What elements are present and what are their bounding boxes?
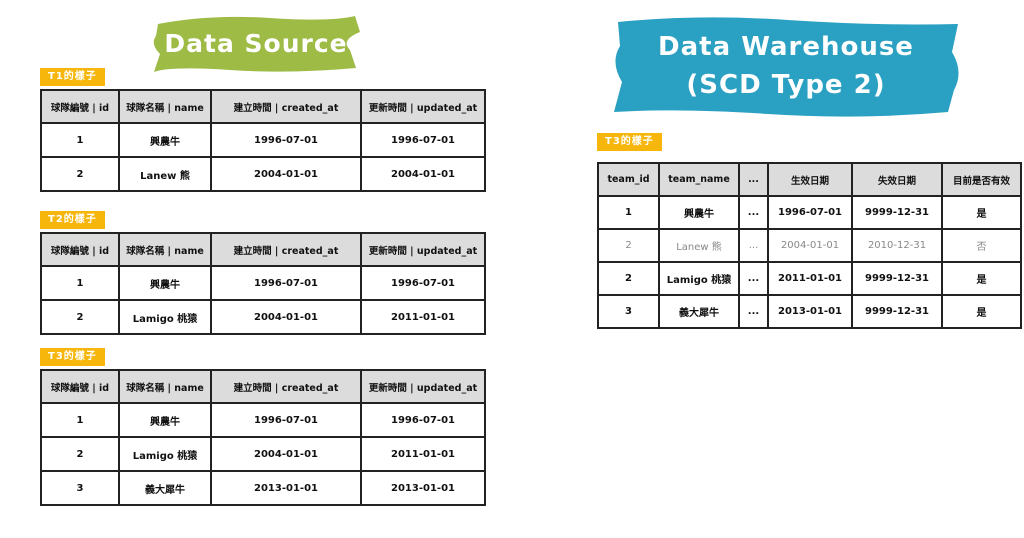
- column-header: 建立時間 | created_at: [210, 89, 362, 124]
- table-cell: 否: [941, 228, 1022, 263]
- table-cell: 9999-12-31: [851, 261, 943, 296]
- column-header: 球隊編號 | id: [40, 232, 120, 267]
- table-label: T3的樣子: [597, 133, 662, 151]
- data-warehouse-banner: Data Warehouse (SCD Type 2): [608, 12, 964, 120]
- table-label: T3的樣子: [40, 348, 105, 366]
- table-cell: 2011-01-01: [767, 261, 853, 296]
- table-cell: 義大犀牛: [118, 470, 212, 506]
- table-cell: 興農牛: [118, 402, 212, 438]
- column-header: 建立時間 | created_at: [210, 232, 362, 267]
- table-row: 3 義大犀牛 2013-01-01 2013-01-01: [40, 470, 486, 506]
- table-cell: 2013-01-01: [210, 470, 362, 506]
- header-row: 球隊編號 | id 球隊名稱 | name 建立時間 | created_at 更新時…: [40, 369, 486, 404]
- column-header: team_id: [597, 162, 660, 197]
- table-cell: ...: [738, 261, 769, 296]
- table-cell: 1996-07-01: [360, 402, 486, 438]
- table-label: T1的樣子: [40, 68, 105, 86]
- column-header: 失效日期: [851, 162, 943, 197]
- table-cell: 1996-07-01: [360, 265, 486, 301]
- data-warehouse-subtitle: (SCD Type 2): [686, 70, 886, 100]
- table-cell: 1: [40, 122, 120, 158]
- column-header: 球隊名稱 | name: [118, 232, 212, 267]
- column-header: 目前是否有效: [941, 162, 1022, 197]
- column-header: 更新時間 | updated_at: [360, 89, 486, 124]
- table-cell: 2004-01-01: [210, 156, 362, 192]
- header-row: 球隊編號 | id 球隊名稱 | name 建立時間 | created_at 更新時…: [40, 232, 486, 267]
- table-cell: Lamigo 桃猿: [118, 299, 212, 335]
- data-warehouse-title: Data Warehouse: [658, 32, 914, 62]
- table-cell: 2004-01-01: [210, 299, 362, 335]
- table-cell: ...: [738, 294, 769, 329]
- table-row: 1 興農牛 1996-07-01 1996-07-01: [40, 265, 486, 301]
- table-cell: 2: [597, 261, 660, 296]
- table-label: T2的樣子: [40, 211, 105, 229]
- table-cell: 1996-07-01: [210, 402, 362, 438]
- table-cell: 9999-12-31: [851, 294, 943, 329]
- column-header: 建立時間 | created_at: [210, 369, 362, 404]
- column-header: 更新時間 | updated_at: [360, 232, 486, 267]
- table-cell: 2011-01-01: [360, 436, 486, 472]
- table-cell: 2: [40, 436, 120, 472]
- table-cell: 3: [40, 470, 120, 506]
- table-cell: 義大犀牛: [658, 294, 740, 329]
- table-cell: 1996-07-01: [360, 122, 486, 158]
- table-row: 1 興農牛 1996-07-01 1996-07-01: [40, 122, 486, 158]
- table-cell: Lamigo 桃猿: [658, 261, 740, 296]
- column-header: ...: [738, 162, 769, 197]
- table-row: 3 義大犀牛... 2013-01-01 9999-12-31 是: [597, 294, 1022, 329]
- table-row: 1 興農牛 1996-07-01 1996-07-01: [40, 402, 486, 438]
- table-cell: 是: [941, 195, 1022, 230]
- column-header: 球隊編號 | id: [40, 369, 120, 404]
- source-table: 球隊編號 | id 球隊名稱 | name 建立時間 | created_at 更新時…: [40, 369, 486, 506]
- table-cell: 興農牛: [118, 122, 212, 158]
- table-cell: 2: [40, 299, 120, 335]
- table-cell: ...: [738, 195, 769, 230]
- table-cell: 2011-01-01: [360, 299, 486, 335]
- table-cell: Lanew 熊: [118, 156, 212, 192]
- table-cell: 1: [40, 402, 120, 438]
- table-cell: 2: [40, 156, 120, 192]
- table-cell: 2: [597, 228, 660, 263]
- header-row: 球隊編號 | id 球隊名稱 | name 建立時間 | created_at 更新時…: [40, 89, 486, 124]
- table-cell: 2004-01-01: [210, 436, 362, 472]
- table-row: 2 Lamigo 桃猿 2004-01-01 2011-01-01: [40, 299, 486, 335]
- header-row: team_id team_name... 生效日期 失效日期 目前是否有效: [597, 162, 1022, 197]
- column-header: 球隊名稱 | name: [118, 369, 212, 404]
- data-source-title: Data Source: [164, 28, 348, 58]
- table-cell: 9999-12-31: [851, 195, 943, 230]
- column-header: 球隊名稱 | name: [118, 89, 212, 124]
- table-cell: 是: [941, 261, 1022, 296]
- source-table: 球隊編號 | id 球隊名稱 | name 建立時間 | created_at 更新時…: [40, 89, 486, 192]
- table-cell: 2010-12-31: [851, 228, 943, 263]
- table-row: 2 Lamigo 桃猿 2004-01-01 2011-01-01: [40, 436, 486, 472]
- table-row: 2 Lamigo 桃猿... 2011-01-01 9999-12-31 是: [597, 261, 1022, 296]
- table-cell: 1: [597, 195, 660, 230]
- table-cell: 2004-01-01: [360, 156, 486, 192]
- table-cell: 1996-07-01: [210, 122, 362, 158]
- table-cell: 是: [941, 294, 1022, 329]
- warehouse-table: team_id team_name... 生效日期 失效日期 目前是否有效 1 興農牛...…: [597, 162, 1022, 329]
- table-cell: 3: [597, 294, 660, 329]
- table-cell: 2004-01-01: [767, 228, 853, 263]
- table-cell: Lanew 熊: [658, 228, 740, 263]
- table-cell: 2013-01-01: [767, 294, 853, 329]
- column-header: 生效日期: [767, 162, 853, 197]
- table-cell: ...: [738, 228, 769, 263]
- source-table: 球隊編號 | id 球隊名稱 | name 建立時間 | created_at 更新時…: [40, 232, 486, 335]
- table-row: 1 興農牛... 1996-07-01 9999-12-31 是: [597, 195, 1022, 230]
- table-cell: 興農牛: [658, 195, 740, 230]
- expired-row: 2 Lanew 熊... 2004-01-01 2010-12-31 否: [597, 228, 1022, 263]
- table-row: 2 Lanew 熊 2004-01-01 2004-01-01: [40, 156, 486, 192]
- table-cell: 1996-07-01: [767, 195, 853, 230]
- table-cell: 1996-07-01: [210, 265, 362, 301]
- table-cell: Lamigo 桃猿: [118, 436, 212, 472]
- data-source-banner: Data Source: [150, 10, 362, 76]
- column-header: 球隊編號 | id: [40, 89, 120, 124]
- table-cell: 興農牛: [118, 265, 212, 301]
- column-header: 更新時間 | updated_at: [360, 369, 486, 404]
- column-header: team_name: [658, 162, 740, 197]
- table-cell: 1: [40, 265, 120, 301]
- table-cell: 2013-01-01: [360, 470, 486, 506]
